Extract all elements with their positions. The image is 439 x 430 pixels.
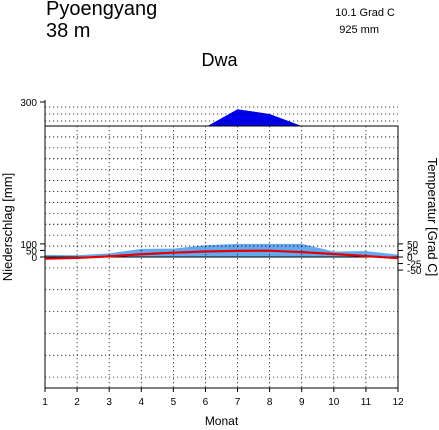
x-axis-title: Monat [205, 414, 239, 428]
station-elevation: 38 m [46, 20, 91, 42]
y-left-tick-label: 100 [20, 240, 37, 251]
x-tick-label: 5 [171, 397, 177, 408]
x-tick-label: 3 [106, 397, 112, 408]
x-tick-label: 10 [328, 397, 340, 408]
y-right-tick-label: -25 [407, 260, 422, 271]
y-left-tick-label: 0 [31, 253, 37, 264]
x-tick-label: 6 [203, 397, 209, 408]
y-right-tick-label: -50 [407, 266, 422, 277]
y-left-tick-label: 50 [26, 246, 38, 257]
precipitation-excess-area [207, 109, 302, 126]
y-right-tick-label: 25 [407, 246, 419, 257]
y-left-axis-title: Niederschlag [mm] [0, 173, 15, 281]
y-right-axis-title: Temperatur [Grad C] [425, 158, 439, 277]
y-left-tick-label: 300 [20, 98, 37, 109]
x-tick-label: 7 [235, 397, 241, 408]
y-right-tick-label: 50 [407, 240, 419, 251]
mean-temperature: 10.1 Grad C [335, 7, 395, 19]
x-tick-label: 1 [42, 397, 48, 408]
station-name: Pyoengyang [46, 0, 158, 20]
x-tick-label: 12 [392, 397, 404, 408]
y-right-tick-label: 0 [407, 253, 413, 264]
x-tick-label: 9 [299, 397, 305, 408]
climate-class-title: Dwa [201, 50, 238, 70]
x-tick-label: 8 [267, 397, 273, 408]
x-tick-label: 4 [138, 397, 144, 408]
x-tick-label: 2 [74, 397, 80, 408]
temperature-line [44, 249, 399, 260]
x-tick-label: 11 [361, 397, 372, 408]
grid [45, 106, 398, 388]
annual-precipitation: 925 mm [339, 24, 379, 36]
